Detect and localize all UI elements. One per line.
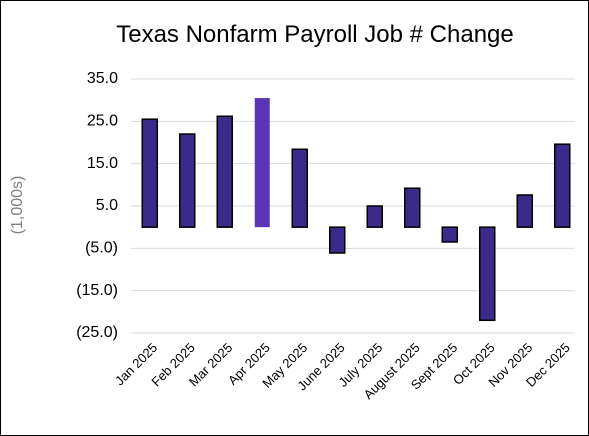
- bar: [141, 118, 158, 228]
- bar: [366, 205, 383, 228]
- y-axis-label: (1,000s): [9, 176, 26, 235]
- bar: [516, 194, 533, 228]
- bar: [179, 133, 196, 228]
- bar: [329, 226, 346, 254]
- bar: [404, 187, 421, 228]
- y-tick-label: 15.0: [87, 155, 118, 172]
- bar: [441, 226, 458, 243]
- bar: [216, 115, 233, 228]
- chart-title: Texas Nonfarm Payroll Job # Change: [116, 21, 514, 48]
- y-tick-label: 5.0: [96, 197, 118, 214]
- bar: [554, 143, 571, 228]
- y-tick-label: 25.0: [87, 113, 118, 130]
- bar: [479, 226, 496, 322]
- y-tick-label: 35.0: [87, 70, 118, 87]
- bar: [254, 98, 270, 228]
- y-tick-label: (15.0): [76, 282, 118, 299]
- bar: [291, 148, 308, 228]
- y-tick-label: (25.0): [76, 324, 118, 341]
- y-tick-label: (5.0): [85, 240, 118, 257]
